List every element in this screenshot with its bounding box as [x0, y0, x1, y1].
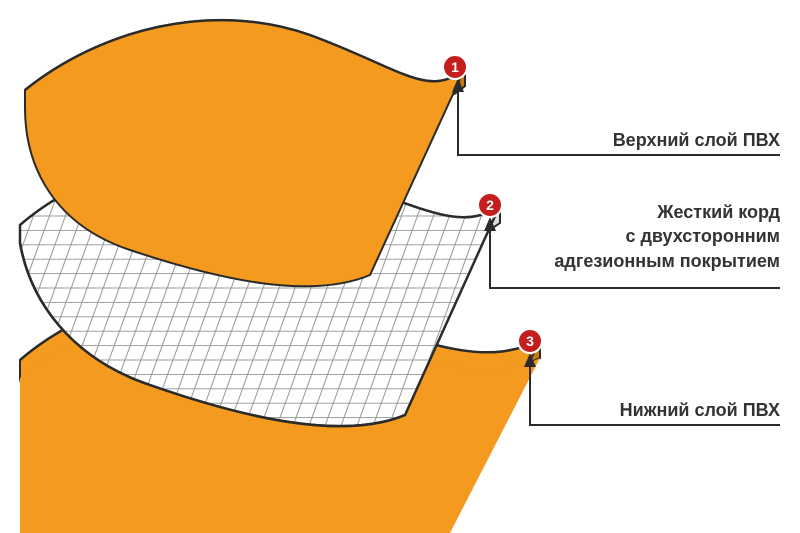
layer-1-label: Верхний слой ПВХ	[540, 128, 780, 152]
badge-1: 1	[443, 55, 467, 79]
svg-text:3: 3	[526, 333, 534, 349]
svg-text:1: 1	[451, 59, 459, 75]
layer-2-label: Жесткий кордс двухстороннимадгезионным п…	[490, 200, 780, 273]
badge-3: 3	[518, 329, 542, 353]
layer-3-label: Нижний слой ПВХ	[540, 398, 780, 422]
